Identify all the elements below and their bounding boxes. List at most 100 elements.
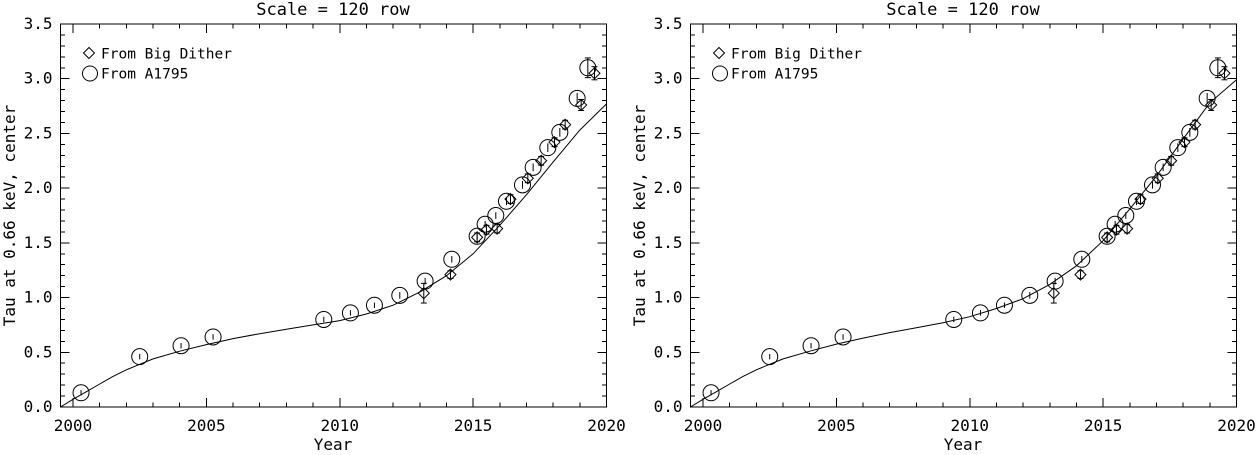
data-point-circle xyxy=(172,337,190,355)
data-point-circle xyxy=(702,384,720,402)
data-point-diamond xyxy=(1100,231,1114,244)
y-tick-label: 0.5 xyxy=(654,342,683,361)
data-point-circle xyxy=(945,310,963,328)
y-tick-label: 1.0 xyxy=(654,288,683,307)
legend-diamond-icon xyxy=(712,46,726,60)
y-tick-label: 1.0 xyxy=(24,288,53,307)
data-point-diamond xyxy=(470,231,484,244)
x-axis-label: Year xyxy=(314,435,353,454)
x-tick-label: 2015 xyxy=(1084,416,1123,435)
data-point-circle xyxy=(524,158,542,176)
plot-title: Scale = 120 row xyxy=(256,0,410,20)
y-tick-label: 3.5 xyxy=(24,14,53,33)
data-point-circle xyxy=(315,310,333,328)
data-point-circle xyxy=(365,296,383,314)
data-point-circle xyxy=(761,348,779,366)
data-point-diamond xyxy=(490,222,504,235)
left-plot: Scale = 120 row Year Tau at 0.66 keV, ce… xyxy=(0,0,626,454)
data-point-circle xyxy=(1198,89,1216,107)
data-point-circle xyxy=(1143,176,1161,194)
data-point-circle xyxy=(131,348,149,366)
data-point-diamond xyxy=(480,223,493,236)
y-tick-label: 0.0 xyxy=(654,397,683,416)
data-point-circle xyxy=(1209,59,1227,77)
y-tick-label: 3.5 xyxy=(654,14,683,33)
data-point-circle xyxy=(551,123,569,141)
data-point-circle xyxy=(391,286,409,304)
data-point-circle xyxy=(341,304,359,322)
data-point-circle xyxy=(568,89,586,107)
x-tick-label: 2005 xyxy=(187,416,226,435)
x-tick-label: 2000 xyxy=(684,416,723,435)
data-point-diamond xyxy=(558,118,572,131)
y-tick-label: 0.5 xyxy=(24,342,53,361)
data-point-diamond xyxy=(1047,286,1060,300)
axis-ticks xyxy=(60,23,607,408)
plot-content: 2000 2005 2010 2015 2020 0.0 0.5 1.0 1.5 2.0 2.5 3.… xyxy=(24,14,626,435)
data-point-circle xyxy=(1181,123,1199,141)
data-point-circle xyxy=(1073,250,1091,268)
legend-label-a1795: From A1795 xyxy=(731,67,818,83)
model-curve xyxy=(690,79,1237,408)
data-point-diamond xyxy=(1120,222,1134,235)
data-point-circle xyxy=(416,272,434,290)
data-point-circle xyxy=(1106,215,1124,233)
y-tick-label: 1.5 xyxy=(654,233,683,252)
data-point-diamond xyxy=(588,67,601,80)
data-point-circle xyxy=(513,176,531,194)
data-point-circle xyxy=(487,207,505,224)
plot-frame xyxy=(690,23,1237,408)
x-tick-label: 2015 xyxy=(454,416,493,435)
data-point-diamond xyxy=(417,286,430,300)
y-tick-label: 3.0 xyxy=(654,69,683,88)
x-tick-label: 2010 xyxy=(321,416,360,435)
x-tick-label: 2010 xyxy=(951,416,990,435)
data-point-diamond xyxy=(444,268,457,281)
y-axis-label: Tau at 0.66 keV, center xyxy=(0,104,19,326)
y-axis-label: Tau at 0.66 keV, center xyxy=(630,104,649,326)
axis-ticks xyxy=(690,23,1237,408)
data-point-circle xyxy=(204,328,222,346)
y-tick-label: 2.5 xyxy=(654,123,683,142)
data-point-diamond xyxy=(1188,118,1202,131)
plot-content: 2000 2005 2010 2015 2020 0.0 0.5 1.0 1.5 2.0 2.5 3.… xyxy=(654,14,1256,435)
data-point-diamond xyxy=(1074,268,1087,281)
legend-circle-icon xyxy=(712,65,728,82)
model-curve xyxy=(60,103,607,408)
data-point-circle xyxy=(802,337,820,355)
data-point-circle xyxy=(443,250,461,268)
data-point-circle xyxy=(1117,207,1135,224)
y-tick-label: 2.0 xyxy=(24,178,53,197)
x-axis-label: Year xyxy=(944,435,983,454)
legend-diamond-icon xyxy=(82,46,96,60)
data-point-circle xyxy=(1127,192,1145,210)
data-point-circle xyxy=(971,304,989,322)
y-tick-label: 0.0 xyxy=(24,397,53,416)
data-point-circle xyxy=(1154,158,1172,176)
x-tick-label: 2020 xyxy=(1217,416,1256,435)
data-point-circle xyxy=(834,328,852,346)
data-point-circle xyxy=(1021,286,1039,304)
x-tick-label: 2005 xyxy=(817,416,856,435)
data-point-circle xyxy=(1098,227,1116,245)
x-tick-label: 2020 xyxy=(587,416,626,435)
data-point-diamond xyxy=(1151,172,1165,185)
legend-label-a1795: From A1795 xyxy=(101,67,188,83)
data-point-circle xyxy=(1169,139,1187,157)
data-point-circle xyxy=(1046,272,1064,290)
data-point-circle xyxy=(539,139,557,157)
data-point-circle xyxy=(476,215,494,233)
data-point-diamond xyxy=(521,172,535,185)
y-tick-label: 2.0 xyxy=(654,178,683,197)
data-point-diamond xyxy=(1110,223,1123,236)
data-point-diamond xyxy=(1218,67,1231,80)
data-point-diamond xyxy=(504,192,517,206)
data-point-circle xyxy=(497,192,515,210)
data-point-circle xyxy=(579,59,597,77)
data-point-circle xyxy=(72,384,90,402)
plot-frame xyxy=(60,23,607,408)
legend-circle-icon xyxy=(82,65,98,82)
legend-label-big-dither: From Big Dither xyxy=(731,47,862,63)
y-tick-label: 3.0 xyxy=(24,69,53,88)
